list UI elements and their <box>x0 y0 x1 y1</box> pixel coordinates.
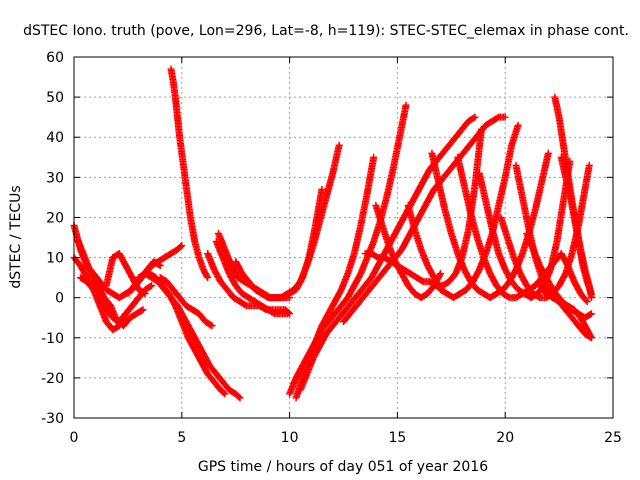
series-30 <box>536 282 595 342</box>
y-tick-label: 0 <box>55 291 64 307</box>
y-tick-label: 60 <box>46 50 64 66</box>
y-axis-label: dSTEC / TECUs <box>8 185 24 288</box>
data-point <box>544 149 552 157</box>
data-point <box>437 270 445 278</box>
y-tick-label: 30 <box>46 170 64 186</box>
data-point <box>335 141 343 149</box>
data-point <box>148 282 156 290</box>
y-tick-label: 10 <box>46 251 64 267</box>
data-point <box>586 311 594 319</box>
data-point <box>177 243 185 251</box>
series-8 <box>145 270 229 398</box>
data-point <box>236 394 244 402</box>
data-point <box>587 334 595 342</box>
series-24 <box>454 153 591 306</box>
data-point <box>146 282 154 290</box>
series-13 <box>212 238 291 318</box>
data-point <box>140 289 148 297</box>
x-tick-label: 0 <box>70 430 79 446</box>
chart-title: dSTEC Iono. truth (pove, Lon=296, Lat=-8… <box>23 23 629 39</box>
series-9 <box>156 274 216 330</box>
data-point <box>204 274 212 282</box>
data-point <box>235 393 243 401</box>
data-point <box>207 321 215 329</box>
series-17 <box>292 153 378 402</box>
y-tick-label: 50 <box>46 90 64 106</box>
x-tick-label: 20 <box>496 430 514 446</box>
data-point <box>436 271 444 279</box>
y-tick-label: -10 <box>41 331 64 347</box>
data-point <box>220 389 228 397</box>
y-tick-label: 20 <box>46 210 64 226</box>
data-point <box>402 101 410 109</box>
series-28 <box>551 93 595 302</box>
series-18 <box>296 113 479 394</box>
data-point <box>156 262 164 270</box>
y-axis-ticks: -30 -20 -10 0 10 20 30 40 50 60 <box>41 50 613 427</box>
data-point <box>587 310 595 318</box>
series-4 <box>76 274 143 334</box>
series-15 <box>253 185 326 302</box>
series-3 <box>74 238 147 330</box>
data-point <box>501 113 509 121</box>
y-tick-label: -20 <box>41 371 64 387</box>
x-tick-label: 10 <box>281 430 299 446</box>
x-tick-label: 5 <box>177 430 186 446</box>
data-point <box>221 390 229 398</box>
series-23 <box>428 149 552 302</box>
data-point <box>318 185 326 193</box>
plot-frame <box>73 56 614 419</box>
x-tick-label: 25 <box>604 430 622 446</box>
data-point <box>587 290 595 298</box>
data-point <box>477 125 485 133</box>
data-point <box>203 272 211 280</box>
data-point <box>585 161 593 169</box>
series-10 <box>167 65 212 282</box>
x-axis-ticks: 0 5 10 15 20 25 <box>70 57 622 446</box>
data-point <box>470 114 478 122</box>
data-point <box>471 113 479 121</box>
series-14 <box>232 141 343 302</box>
data-points <box>70 65 595 402</box>
data-point <box>178 242 186 250</box>
data-point <box>135 294 143 302</box>
series-31 <box>557 153 595 298</box>
data-point <box>138 307 146 315</box>
data-point <box>283 310 291 318</box>
data-point <box>208 322 216 330</box>
series-5 <box>102 250 149 298</box>
y-tick-label: 40 <box>46 130 64 146</box>
data-point <box>582 296 590 304</box>
data-point <box>139 306 147 314</box>
data-point <box>583 298 591 306</box>
x-tick-label: 15 <box>388 430 406 446</box>
data-point <box>134 295 142 303</box>
data-point <box>586 333 594 341</box>
data-point <box>514 121 522 129</box>
data-point <box>141 290 149 298</box>
y-tick-label: -30 <box>41 411 64 427</box>
data-point <box>155 261 163 269</box>
data-point <box>370 153 378 161</box>
x-axis-label: GPS time / hours of day 051 of year 2016 <box>198 459 488 475</box>
